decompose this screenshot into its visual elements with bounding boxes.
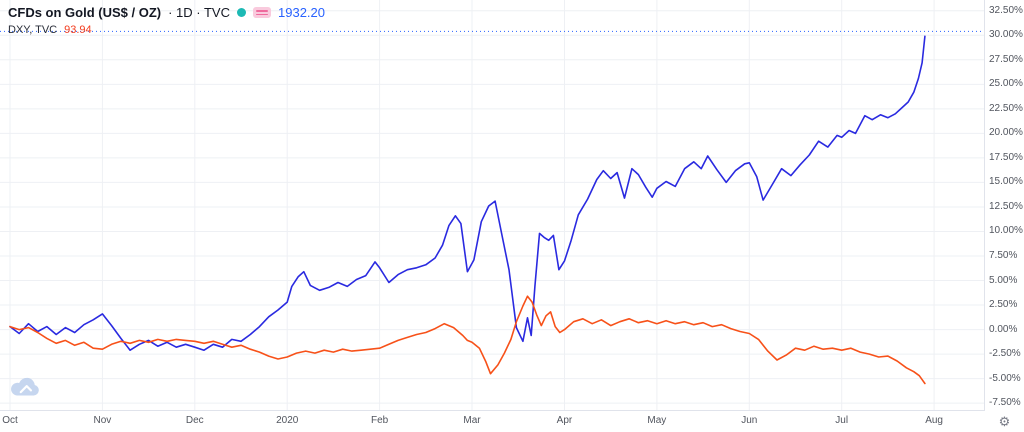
price-tick-label: -5.00%	[989, 372, 1021, 384]
price-axis[interactable]: 32.50% 30.00% 27.50% 25.00% 22.50% 20.00% 17.5…	[985, 0, 1024, 410]
pink-badge-line	[256, 10, 268, 12]
price-tick-label: 7.50%	[989, 250, 1018, 261]
legend-compare-row: DXY, TVC 93.94	[8, 24, 325, 36]
legend: CFDs on Gold (US$ / OZ) · 1D · TVC 1932.…	[8, 5, 325, 36]
symbol-value: 1932.20	[278, 5, 325, 20]
price-tick-label: 22.50%	[989, 102, 1023, 114]
time-tick-label: Aug	[925, 415, 943, 426]
price-tick-label: 5.00%	[989, 274, 1018, 286]
price-chart[interactable]	[0, 0, 984, 410]
time-tick-label: Oct	[2, 415, 18, 426]
time-tick-label: Jun	[741, 415, 758, 426]
time-tick-label: May	[647, 415, 667, 426]
compare-value: 93.94	[64, 24, 92, 36]
time-tick-label: Jul	[835, 415, 849, 426]
price-tick-label: 0.00%	[989, 323, 1018, 335]
time-tick-label: Apr	[556, 415, 573, 426]
time-axis[interactable]: Oct Nov Dec 2020 Feb Mar Apr May Jun Jul Aug	[0, 411, 984, 432]
time-tick-label: 2020	[276, 415, 299, 426]
price-tick-label: -7.50%	[989, 397, 1021, 409]
axis-corner: ⚙	[985, 411, 1024, 432]
time-tick-label: Mar	[463, 415, 481, 426]
symbol-meta: · 1D · TVC	[168, 5, 230, 20]
price-tick-label: 27.50%	[989, 53, 1023, 65]
price-tick-label: 10.00%	[989, 225, 1023, 237]
symbol-title[interactable]: CFDs on Gold (US$ / OZ)	[8, 5, 162, 20]
pink-badge-icon[interactable]	[253, 7, 271, 18]
price-tick-label: 15.00%	[989, 176, 1023, 188]
time-tick-label: Feb	[371, 415, 389, 426]
price-tick-label: 2.50%	[989, 299, 1018, 311]
price-tick-label: 30.00%	[989, 29, 1023, 41]
teal-marker-icon[interactable]	[237, 8, 246, 17]
time-tick-label: Nov	[93, 415, 112, 426]
price-tick-label: 20.00%	[989, 127, 1023, 139]
legend-main-row: CFDs on Gold (US$ / OZ) · 1D · TVC 1932.…	[8, 5, 325, 20]
compare-symbol-title[interactable]: DXY, TVC	[8, 24, 58, 36]
price-tick-label: 17.50%	[989, 151, 1023, 163]
time-tick-label: Dec	[185, 415, 204, 426]
price-tick-label: 12.50%	[989, 200, 1023, 212]
price-tick-label: -2.50%	[989, 348, 1021, 360]
price-tick-label: 25.00%	[989, 78, 1023, 90]
gear-icon[interactable]: ⚙	[998, 414, 1011, 429]
price-tick-label: 32.50%	[989, 4, 1023, 16]
tradingview-logo-icon[interactable]	[8, 374, 42, 400]
pink-badge-line	[256, 13, 268, 15]
chart-plot-area[interactable]: CFDs on Gold (US$ / OZ) · 1D · TVC 1932.…	[0, 0, 985, 411]
